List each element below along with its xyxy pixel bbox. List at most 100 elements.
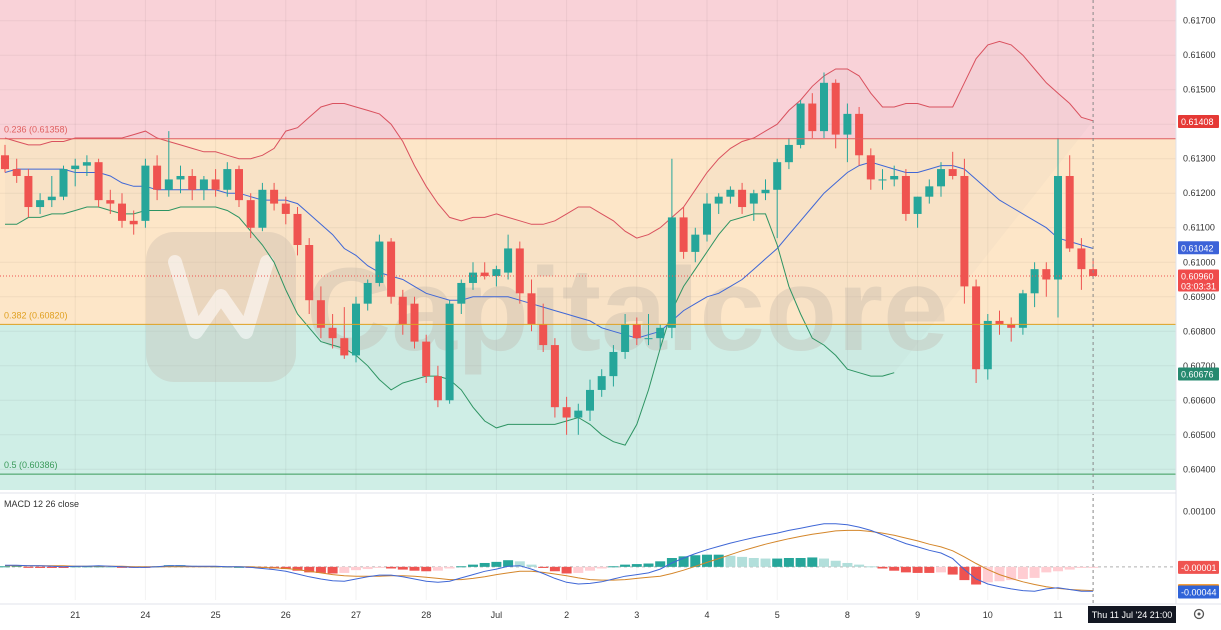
candle[interactable]: [632, 317, 641, 346]
candle[interactable]: [445, 300, 454, 404]
candle[interactable]: [761, 179, 770, 201]
settings-gear-icon[interactable]: [1193, 608, 1205, 620]
candle[interactable]: [703, 193, 711, 242]
candle[interactable]: [890, 165, 899, 187]
candle[interactable]: [492, 265, 501, 287]
candle[interactable]: [106, 189, 115, 214]
candle[interactable]: [796, 100, 805, 149]
candle[interactable]: [141, 158, 150, 228]
candle[interactable]: [831, 79, 840, 149]
candle[interactable]: [375, 234, 384, 287]
candle[interactable]: [1030, 262, 1039, 308]
candle[interactable]: [433, 365, 442, 408]
candle[interactable]: [480, 262, 489, 280]
candle[interactable]: [995, 310, 1004, 335]
candle[interactable]: [352, 296, 360, 363]
candle[interactable]: [164, 131, 173, 197]
candle[interactable]: [597, 369, 606, 397]
candle[interactable]: [223, 162, 232, 197]
macd-histogram-bar: [280, 566, 291, 570]
candle[interactable]: [129, 210, 138, 235]
candle[interactable]: [738, 182, 747, 214]
candle[interactable]: [960, 158, 969, 304]
candle[interactable]: [820, 72, 828, 139]
candle[interactable]: [925, 179, 934, 204]
candle[interactable]: [422, 334, 431, 384]
candle[interactable]: [714, 193, 723, 214]
candle[interactable]: [550, 338, 559, 418]
candle[interactable]: [609, 345, 618, 387]
macd-histogram-bar: [772, 558, 783, 567]
candle[interactable]: [1018, 289, 1027, 335]
candle[interactable]: [176, 165, 185, 194]
candle[interactable]: [199, 175, 208, 201]
candle[interactable]: [621, 314, 630, 359]
macd-histogram-bar: [1064, 566, 1075, 570]
candle[interactable]: [901, 169, 910, 221]
candle[interactable]: [784, 138, 793, 170]
candle[interactable]: [539, 303, 548, 352]
candle[interactable]: [562, 396, 571, 435]
candle[interactable]: [1054, 138, 1062, 318]
candle[interactable]: [47, 175, 56, 208]
candle[interactable]: [656, 324, 665, 349]
candle[interactable]: [457, 279, 466, 315]
candle[interactable]: [679, 207, 688, 259]
candle[interactable]: [235, 165, 243, 208]
candle[interactable]: [59, 165, 68, 201]
candle[interactable]: [12, 158, 21, 183]
candle[interactable]: [808, 93, 817, 139]
candle[interactable]: [398, 289, 407, 335]
candle[interactable]: [972, 279, 981, 384]
candle[interactable]: [983, 314, 992, 380]
grid: [0, 0, 1176, 600]
candle[interactable]: [866, 148, 875, 190]
candle[interactable]: [726, 186, 735, 204]
candle[interactable]: [363, 279, 372, 311]
candle[interactable]: [855, 106, 864, 166]
candle[interactable]: [1077, 238, 1086, 290]
candle[interactable]: [24, 169, 33, 218]
candle[interactable]: [586, 379, 594, 421]
candle[interactable]: [527, 279, 536, 332]
candle[interactable]: [387, 238, 396, 304]
candle[interactable]: [293, 207, 302, 256]
candle[interactable]: [270, 182, 279, 211]
candle[interactable]: [258, 182, 267, 232]
candle[interactable]: [1007, 317, 1016, 342]
candle[interactable]: [118, 193, 126, 228]
candle[interactable]: [94, 158, 103, 208]
candle[interactable]: [878, 169, 887, 190]
candle[interactable]: [340, 307, 349, 359]
candle[interactable]: [246, 193, 255, 239]
candle[interactable]: [937, 162, 945, 197]
candle[interactable]: [574, 403, 583, 435]
candle[interactable]: [281, 196, 290, 225]
candle[interactable]: [504, 234, 513, 280]
candle[interactable]: [667, 158, 676, 339]
candle[interactable]: [515, 241, 524, 304]
candle[interactable]: [749, 189, 758, 221]
candle[interactable]: [153, 155, 162, 201]
candle[interactable]: [328, 314, 337, 349]
candle[interactable]: [1065, 155, 1074, 252]
candle[interactable]: [211, 169, 220, 197]
candle-body: [1030, 269, 1039, 294]
candle[interactable]: [469, 262, 477, 290]
candle[interactable]: [691, 227, 700, 263]
candle[interactable]: [188, 169, 197, 201]
candle[interactable]: [773, 158, 782, 239]
candle[interactable]: [644, 314, 653, 346]
candle[interactable]: [913, 196, 922, 228]
candle[interactable]: [1, 144, 9, 173]
candle[interactable]: [36, 193, 45, 214]
candle[interactable]: [843, 103, 852, 163]
candle[interactable]: [410, 296, 419, 349]
candle[interactable]: [948, 151, 957, 180]
candle[interactable]: [316, 286, 325, 339]
candle[interactable]: [1042, 262, 1051, 297]
candle[interactable]: [82, 155, 91, 176]
candle[interactable]: [71, 158, 80, 187]
